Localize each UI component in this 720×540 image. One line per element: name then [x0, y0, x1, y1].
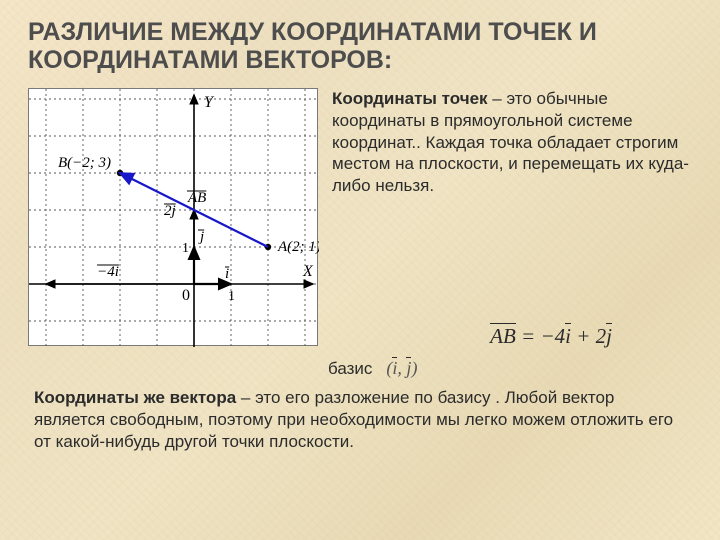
svg-text:X: X	[302, 263, 314, 280]
title-line2: КООРДИНАТАМИ ВЕКТОРОВ:	[28, 46, 392, 74]
formula-i: i	[565, 324, 571, 349]
svg-text:−4i: −4i	[97, 264, 119, 280]
formula-AB: AB	[490, 324, 516, 349]
svg-text:j: j	[198, 229, 204, 245]
basis-row: базис (i, j)	[328, 358, 692, 379]
content-row: X Y 0 1 1 i j −4i 2j A(2; 1) B(−2; 3) AB Координаты…	[28, 88, 692, 346]
basis-pair: (i, j)	[386, 358, 417, 379]
vector-formula: AB = −4i + 2j	[490, 324, 612, 349]
title-line1: РАЗЛИЧИЕ МЕЖДУ КООРДИНАТАМИ ТОЧЕК И	[28, 18, 597, 46]
page-title: РАЗЛИЧИЕ МЕЖДУ КООРДИНАТАМИ ТОЧЕК И КООР…	[28, 18, 692, 74]
svg-text:AB: AB	[187, 190, 206, 206]
svg-text:1: 1	[182, 241, 189, 256]
svg-text:B(−2; 3): B(−2; 3)	[58, 155, 111, 171]
svg-text:0: 0	[182, 287, 190, 304]
basis-label: базис	[328, 359, 372, 379]
para1-lead: Координаты точек	[332, 89, 488, 108]
svg-text:A(2; 1): A(2; 1)	[277, 239, 319, 255]
para2-lead: Координаты же вектора	[34, 388, 236, 407]
formula-plus: + 2	[571, 324, 606, 348]
formula-eq: = −4	[516, 324, 565, 348]
svg-text:Y: Y	[204, 94, 215, 111]
formula-j: j	[606, 324, 612, 349]
paragraph-vectors: Координаты же вектора – это его разложен…	[28, 387, 692, 452]
svg-text:1: 1	[228, 289, 235, 304]
paragraph-points: Координаты точек – это обычные координат…	[332, 88, 692, 197]
coordinate-graph: X Y 0 1 1 i j −4i 2j A(2; 1) B(−2; 3) AB	[28, 88, 318, 346]
svg-text:2j: 2j	[164, 203, 176, 219]
svg-text:i: i	[225, 266, 229, 282]
